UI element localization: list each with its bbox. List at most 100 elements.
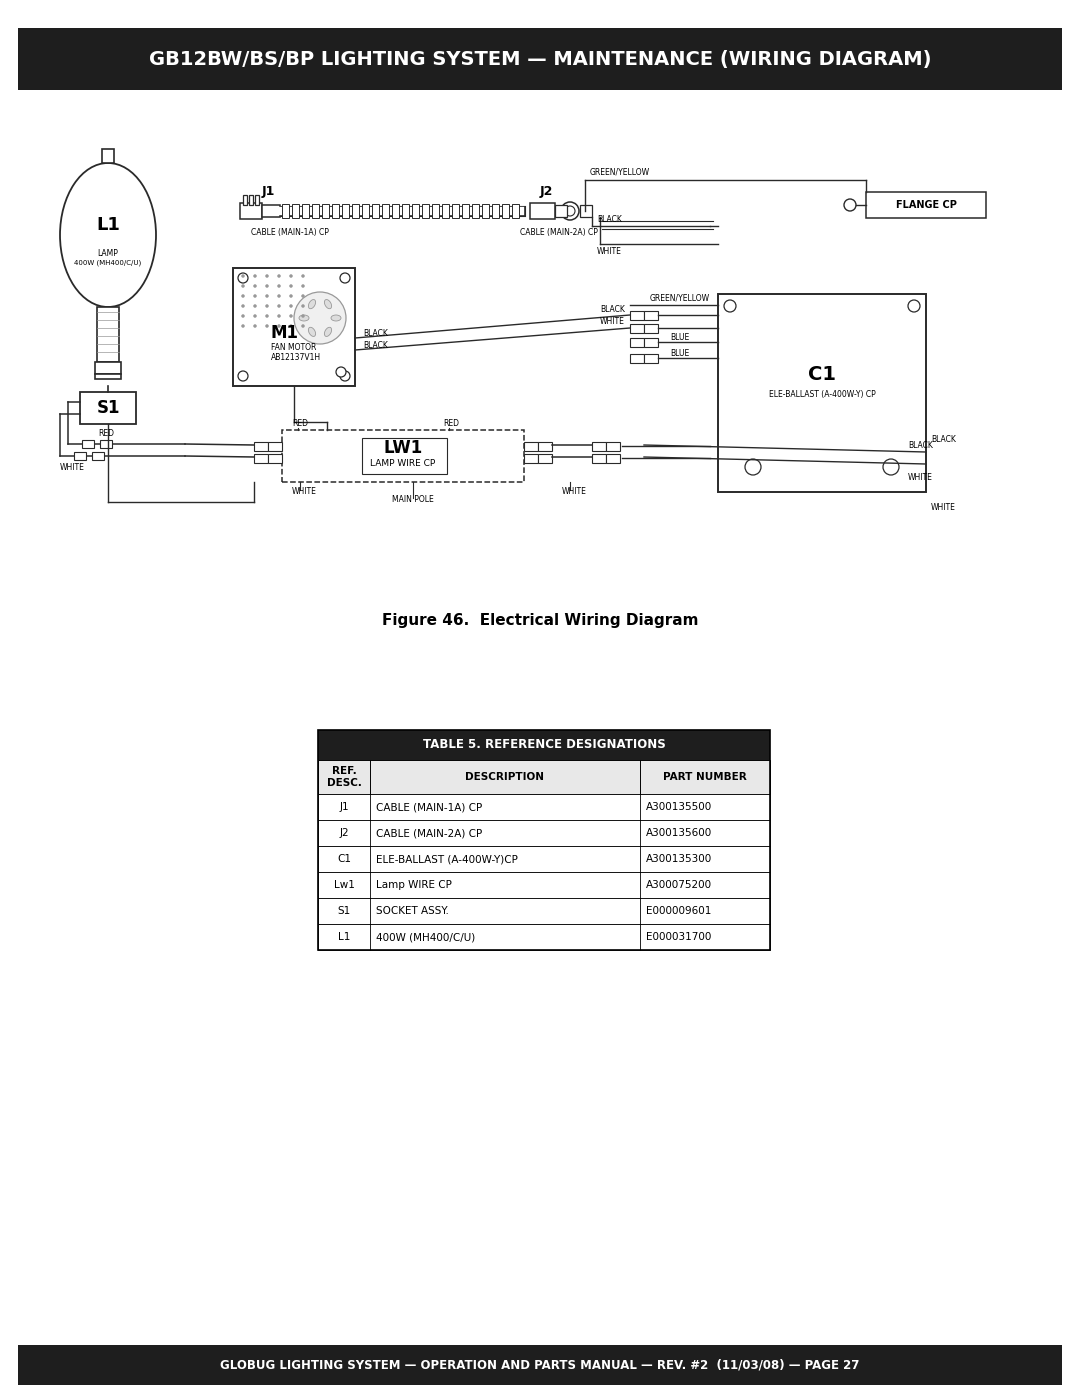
Text: J1: J1 bbox=[339, 802, 349, 812]
Ellipse shape bbox=[289, 295, 293, 298]
Text: WHITE: WHITE bbox=[597, 247, 622, 257]
Ellipse shape bbox=[254, 324, 257, 327]
Bar bbox=[866, 191, 986, 218]
Ellipse shape bbox=[340, 372, 350, 381]
Bar bbox=[482, 204, 489, 218]
Text: RED: RED bbox=[292, 419, 308, 429]
Ellipse shape bbox=[843, 198, 856, 211]
Ellipse shape bbox=[60, 163, 156, 307]
Ellipse shape bbox=[289, 274, 293, 278]
Text: J2: J2 bbox=[540, 184, 553, 197]
Bar bbox=[432, 204, 438, 218]
Text: BLACK: BLACK bbox=[908, 440, 933, 450]
Ellipse shape bbox=[724, 300, 735, 312]
Text: 400W (MH400/C/U): 400W (MH400/C/U) bbox=[376, 932, 475, 942]
Bar bbox=[442, 204, 449, 218]
Bar bbox=[555, 205, 567, 217]
Text: DESCRIPTION: DESCRIPTION bbox=[465, 773, 544, 782]
Ellipse shape bbox=[266, 305, 269, 307]
Bar bbox=[233, 268, 355, 386]
Ellipse shape bbox=[278, 295, 281, 298]
Ellipse shape bbox=[278, 285, 281, 288]
Bar bbox=[97, 307, 119, 362]
Bar bbox=[372, 204, 379, 218]
Bar bbox=[538, 454, 552, 462]
Text: S1: S1 bbox=[96, 400, 120, 416]
Text: ELE-BALLAST (A-400W-Y) CP: ELE-BALLAST (A-400W-Y) CP bbox=[769, 390, 876, 398]
Ellipse shape bbox=[289, 305, 293, 307]
Bar bbox=[402, 204, 409, 218]
Bar bbox=[318, 820, 770, 847]
Text: LW1: LW1 bbox=[383, 439, 422, 457]
Ellipse shape bbox=[330, 314, 341, 321]
Text: FLANGE CP: FLANGE CP bbox=[895, 200, 957, 210]
Bar bbox=[268, 441, 282, 451]
Ellipse shape bbox=[301, 274, 305, 278]
Bar bbox=[318, 793, 770, 820]
Bar bbox=[342, 204, 349, 218]
Text: A300135300: A300135300 bbox=[646, 854, 712, 863]
Ellipse shape bbox=[266, 274, 269, 278]
Text: A300135500: A300135500 bbox=[646, 802, 712, 812]
Bar bbox=[318, 923, 770, 950]
Text: WHITE: WHITE bbox=[931, 503, 956, 511]
Ellipse shape bbox=[301, 295, 305, 298]
Bar bbox=[318, 898, 770, 923]
Ellipse shape bbox=[289, 285, 293, 288]
Text: GLOBUG LIGHTING SYSTEM — OPERATION AND PARTS MANUAL — REV. #2  (11/03/08) — PAGE: GLOBUG LIGHTING SYSTEM — OPERATION AND P… bbox=[220, 1358, 860, 1372]
Text: L1: L1 bbox=[96, 217, 120, 235]
Ellipse shape bbox=[242, 274, 244, 278]
Ellipse shape bbox=[254, 295, 257, 298]
Bar bbox=[606, 441, 620, 451]
Bar bbox=[312, 204, 319, 218]
Text: Figure 46.  Electrical Wiring Diagram: Figure 46. Electrical Wiring Diagram bbox=[381, 612, 699, 627]
Ellipse shape bbox=[301, 324, 305, 327]
Ellipse shape bbox=[266, 285, 269, 288]
Ellipse shape bbox=[242, 285, 244, 288]
Bar bbox=[282, 430, 524, 482]
Text: E000009601: E000009601 bbox=[646, 907, 712, 916]
Text: WHITE: WHITE bbox=[562, 488, 586, 496]
Ellipse shape bbox=[324, 299, 332, 309]
Bar bbox=[538, 441, 552, 451]
Text: A300135600: A300135600 bbox=[646, 828, 712, 838]
Ellipse shape bbox=[254, 285, 257, 288]
Ellipse shape bbox=[278, 274, 281, 278]
Text: Lw1: Lw1 bbox=[334, 880, 354, 890]
Bar bbox=[580, 205, 592, 217]
Bar bbox=[411, 204, 419, 218]
Ellipse shape bbox=[266, 295, 269, 298]
Ellipse shape bbox=[254, 274, 257, 278]
Text: BLACK: BLACK bbox=[363, 341, 388, 349]
Bar bbox=[318, 872, 770, 898]
Text: GB12BW/BS/BP LIGHTING SYSTEM — MAINTENANCE (WIRING DIAGRAM): GB12BW/BS/BP LIGHTING SYSTEM — MAINTENAN… bbox=[149, 49, 931, 68]
Text: S1: S1 bbox=[337, 907, 351, 916]
Text: CABLE (MAIN-1A) CP: CABLE (MAIN-1A) CP bbox=[251, 229, 329, 237]
Ellipse shape bbox=[561, 203, 579, 219]
Bar bbox=[630, 338, 644, 346]
Bar bbox=[318, 847, 770, 872]
Bar bbox=[302, 204, 309, 218]
Ellipse shape bbox=[309, 299, 315, 309]
Ellipse shape bbox=[278, 305, 281, 307]
Bar bbox=[18, 1345, 1062, 1384]
Text: LAMP WIRE CP: LAMP WIRE CP bbox=[370, 458, 435, 468]
Text: BLACK: BLACK bbox=[363, 328, 388, 338]
Text: Lamp WIRE CP: Lamp WIRE CP bbox=[376, 880, 451, 890]
Bar bbox=[75, 453, 86, 460]
Bar bbox=[718, 293, 926, 492]
Text: LAMP: LAMP bbox=[97, 249, 119, 257]
Bar bbox=[472, 204, 480, 218]
Text: E000031700: E000031700 bbox=[646, 932, 712, 942]
Bar bbox=[644, 324, 658, 332]
Bar bbox=[630, 312, 644, 320]
Text: BLACK: BLACK bbox=[931, 436, 956, 444]
Bar bbox=[240, 203, 262, 219]
Ellipse shape bbox=[254, 314, 257, 317]
Ellipse shape bbox=[309, 327, 315, 337]
Ellipse shape bbox=[745, 460, 761, 475]
Text: SOCKET ASSY.: SOCKET ASSY. bbox=[376, 907, 449, 916]
Text: CABLE (MAIN-2A) CP: CABLE (MAIN-2A) CP bbox=[519, 229, 598, 237]
Text: ELE-BALLAST (A-400W-Y)CP: ELE-BALLAST (A-400W-Y)CP bbox=[376, 854, 518, 863]
Bar bbox=[80, 393, 136, 425]
